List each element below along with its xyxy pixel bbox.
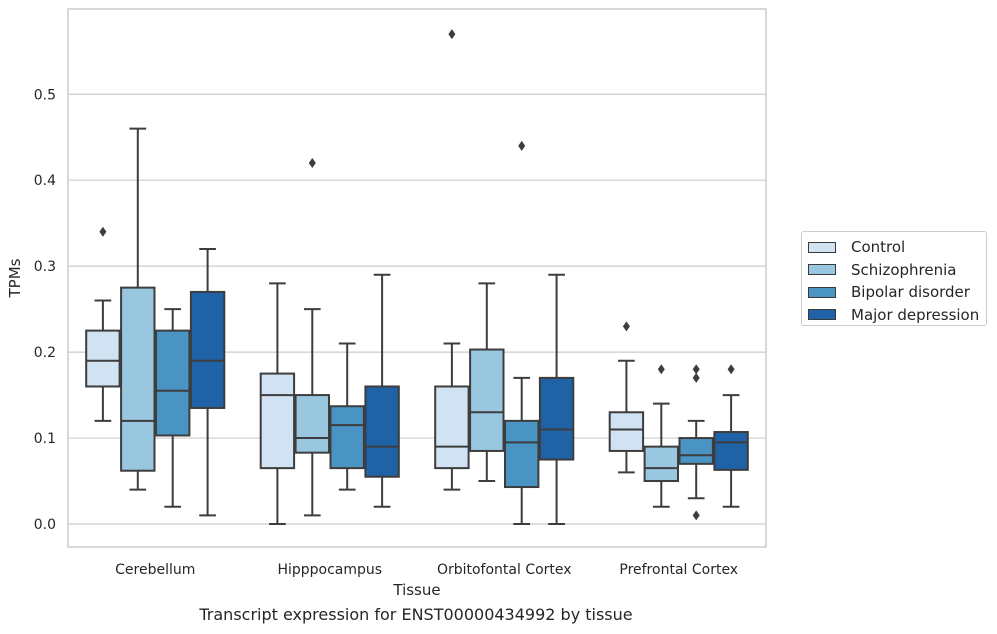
outlier-point <box>622 321 630 332</box>
box-iqr <box>329 405 365 470</box>
y-axis-title: TPMs <box>6 258 24 298</box>
box-iqr <box>678 437 714 465</box>
legend-item: Major depression <box>808 304 986 327</box>
outlier-point <box>99 226 107 237</box>
legend-label: Control <box>851 238 906 257</box>
x-tick-label: Orbitofontal Cortex <box>437 562 572 578</box>
y-tick-label: 0.0 <box>34 517 56 533</box>
outlier-point <box>727 364 735 375</box>
outlier-point <box>518 140 526 151</box>
legend-item: Schizophrenia <box>808 259 986 282</box>
legend-label: Bipolar disorder <box>851 283 970 302</box>
legend-label: Major depression <box>851 305 980 324</box>
legend-swatch <box>808 286 836 298</box>
outlier-point <box>657 364 665 375</box>
x-axis-title: Tissue <box>392 581 440 599</box>
box-bipolar-disorder <box>155 308 191 508</box>
legend-swatch <box>808 241 836 253</box>
y-tick-label: 0.4 <box>34 173 56 189</box>
box-iqr <box>259 372 296 470</box>
box-iqr <box>504 419 540 489</box>
box-major-depression <box>364 273 400 508</box>
outlier-point <box>692 510 700 521</box>
plot-frame <box>67 8 767 548</box>
x-tick-label: Hipppocampus <box>277 562 382 578</box>
box-schizophrenia <box>643 364 679 508</box>
legend: Control Schizophrenia Bipolar disorder Majo… <box>801 231 987 326</box>
box-iqr <box>469 348 505 452</box>
box-iqr <box>434 385 470 470</box>
box-control <box>259 282 296 525</box>
box-iqr <box>643 445 679 483</box>
box-major-depression <box>713 364 749 508</box>
box-control <box>85 226 121 422</box>
box-control <box>434 29 470 491</box>
outlier-point <box>692 364 700 375</box>
box-major-depression <box>189 247 226 517</box>
outlier-point <box>308 158 316 169</box>
box-bipolar-disorder <box>504 140 540 525</box>
box-iqr <box>294 394 331 454</box>
box-iqr <box>155 329 191 437</box>
legend-swatch <box>808 264 836 276</box>
box-control <box>608 321 645 474</box>
box-iqr <box>538 376 575 461</box>
box-iqr <box>713 431 749 471</box>
x-tick-label: Cerebellum <box>115 562 195 578</box>
box-iqr <box>189 290 226 409</box>
box-iqr <box>608 411 645 452</box>
box-iqr <box>85 329 121 388</box>
y-tick-label: 0.5 <box>34 87 56 103</box>
legend-swatch <box>808 309 836 321</box>
y-tick-label: 0.2 <box>34 345 56 361</box>
outlier-point <box>692 372 700 383</box>
box-iqr <box>364 385 400 478</box>
x-tick-label: Prefrontal Cortex <box>619 562 738 578</box>
legend-item: Control <box>808 236 986 259</box>
box-schizophrenia <box>294 158 331 517</box>
box-schizophrenia <box>469 282 505 483</box>
legend-label: Schizophrenia <box>851 260 957 279</box>
box-schizophrenia <box>120 127 156 491</box>
outlier-point <box>448 29 456 40</box>
box-iqr <box>120 286 156 472</box>
box-bipolar-disorder <box>329 342 365 491</box>
y-tick-label: 0.1 <box>34 431 56 447</box>
box-major-depression <box>538 273 575 525</box>
box-bipolar-disorder <box>678 364 714 521</box>
y-tick-label: 0.3 <box>34 259 56 275</box>
chart-caption: Transcript expression for ENST0000043499… <box>199 605 633 624</box>
legend-item: Bipolar disorder <box>808 281 986 304</box>
